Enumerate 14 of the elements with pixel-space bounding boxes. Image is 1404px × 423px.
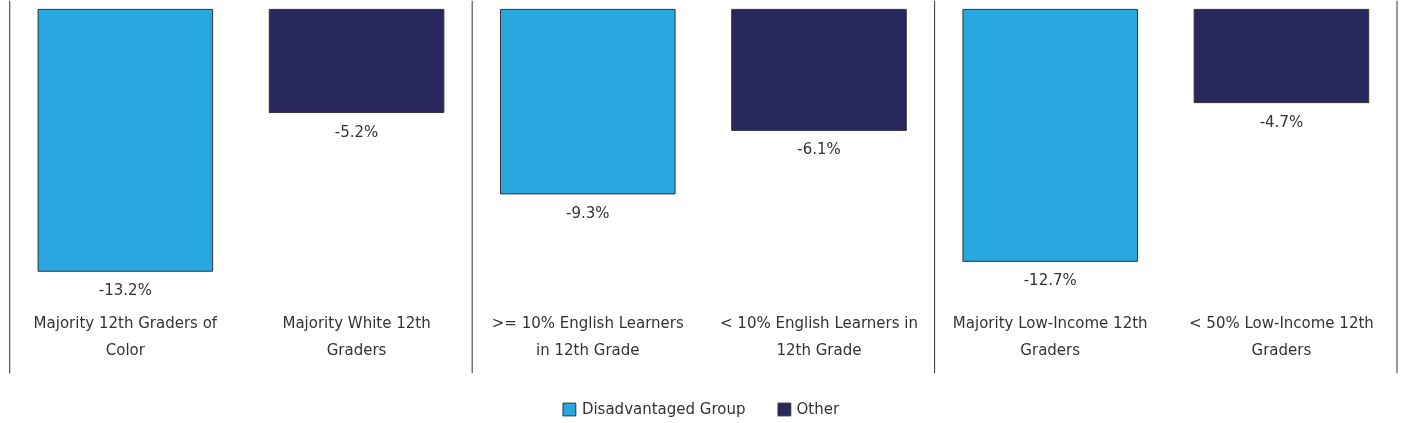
data-label: -4.7% bbox=[1259, 112, 1304, 131]
x-tick-label: < 50% Low-Income 12th Graders bbox=[1189, 314, 1374, 360]
legend-label: Disadvantaged Group bbox=[581, 400, 746, 418]
x-tick-label: >= 10% English Learners in 12th Grade bbox=[491, 314, 685, 360]
data-label: -5.2% bbox=[334, 122, 379, 141]
x-tick-label: Majority White 12th Graders bbox=[282, 314, 431, 360]
x-tick-label: Majority 12th Graders of Color bbox=[33, 314, 218, 360]
data-label: -13.2% bbox=[98, 281, 152, 300]
x-tick-label: Majority Low-Income 12th Graders bbox=[952, 314, 1148, 360]
x-tick-label: < 10% English Learners in 12th Grade bbox=[720, 314, 918, 360]
legend-label: Other bbox=[796, 400, 840, 418]
data-label: -9.3% bbox=[566, 203, 610, 222]
data-label: -12.7% bbox=[1023, 271, 1077, 290]
data-label: -6.1% bbox=[797, 140, 841, 159]
